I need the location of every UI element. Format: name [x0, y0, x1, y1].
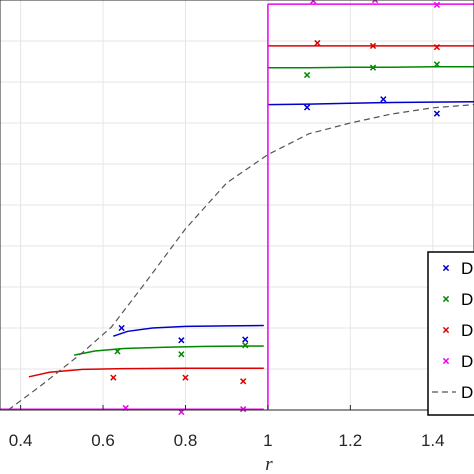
series-2-point-5: [433, 44, 441, 51]
legend-marker-1: [442, 295, 450, 303]
x-tick-label-1: 0.6: [91, 431, 115, 450]
series-1-point-0: [114, 348, 121, 355]
series-2-point-1: [182, 374, 189, 381]
series-3-point-4: [371, 0, 379, 4]
series-1-inner-curve: [74, 345, 264, 356]
series-0-point-5: [433, 110, 441, 117]
series-0-point-2: [242, 336, 249, 343]
series-0-point-0: [118, 324, 125, 332]
series-3-point-3: [310, 0, 317, 4]
plot-area-frame: [0, 0, 474, 411]
series-0-point-3: [303, 104, 311, 111]
series-curves: [0, 3, 474, 411]
series-0-point-1: [178, 337, 185, 344]
series-2-point-3: [314, 39, 321, 47]
legend-box: [427, 251, 474, 416]
series-2-point-0: [110, 374, 117, 381]
series-4-curve: [7, 104, 474, 411]
series-1-point-5: [433, 61, 441, 68]
series-3-point-5: [433, 1, 441, 9]
series-2-point-2: [240, 378, 247, 385]
x-tick-label-5: 1.4: [421, 431, 445, 450]
series-2-point-4: [369, 42, 377, 50]
series-0-outer-curve: [267, 100, 474, 106]
series-3-point-2: [240, 406, 247, 413]
x-tick-label-3: 1: [263, 431, 272, 450]
legend-label-2: D: [461, 321, 473, 340]
legend-label-4: D: [461, 383, 473, 402]
series-2-inner-curve: [28, 367, 264, 378]
grid-lines: [0, 0, 474, 410]
legend-label-1: D: [461, 290, 473, 309]
series-1-point-3: [303, 71, 311, 79]
legend-label-0: D: [461, 259, 473, 278]
x-tick-label-2: 0.8: [174, 431, 198, 450]
legend-label-3: D: [461, 352, 473, 371]
series-1-point-2: [242, 342, 249, 349]
series-0-inner-curve: [113, 324, 264, 337]
series-markers: [110, 0, 441, 416]
series-1-point-1: [178, 351, 185, 358]
x-tick-label-4: 1.2: [339, 431, 363, 450]
x-axis-label: r: [265, 454, 273, 474]
legend-marker-2: [442, 326, 450, 334]
x-axis-ticks: 0.4 0.6 0.8 1 1.2 1.4: [9, 405, 445, 450]
series-1-point-4: [369, 64, 377, 71]
legend-marker-0: [442, 264, 450, 272]
series-0-point-4: [380, 96, 387, 103]
x-tick-label-0: 0.4: [9, 431, 33, 450]
legend-marker-3: [442, 357, 450, 365]
